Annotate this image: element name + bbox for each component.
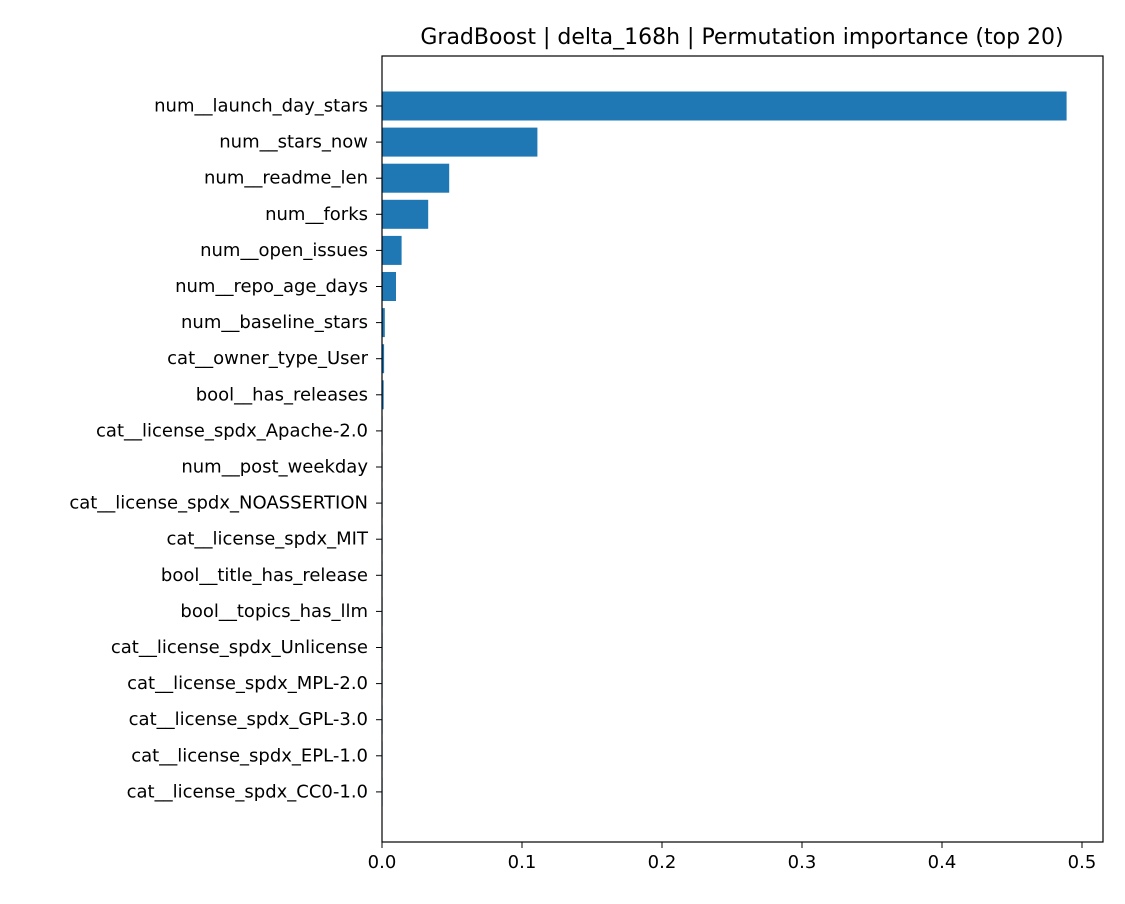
y-tick-label: cat__license_spdx_EPL-1.0 xyxy=(131,745,368,766)
y-tick-label: bool__has_releases xyxy=(196,384,368,405)
bar-bool__has_releases xyxy=(382,380,384,410)
bar-num__readme_len xyxy=(382,163,450,193)
y-tick-label: cat__license_spdx_NOASSERTION xyxy=(69,493,368,514)
y-tick-label: cat__license_spdx_Apache-2.0 xyxy=(96,420,368,441)
y-tick-label: cat__license_spdx_CC0-1.0 xyxy=(127,781,368,802)
chart-title: GradBoost | delta_168h | Permutation imp… xyxy=(420,25,1063,50)
x-tick-label: 0.1 xyxy=(508,852,537,873)
bar-cat__owner_type_User xyxy=(382,344,385,374)
y-tick-label: cat__license_spdx_Unlicense xyxy=(111,637,368,658)
y-tick-label: bool__topics_has_llm xyxy=(180,601,368,622)
x-tick-label: 0.2 xyxy=(648,852,677,873)
y-tick-label: bool__title_has_release xyxy=(161,565,368,586)
x-axis-ticks: 0.0 0.1 0.2 0.3 0.4 0.5 xyxy=(368,842,1097,873)
bar-num__repo_age_days xyxy=(382,272,396,301)
y-tick-label: num__readme_len xyxy=(204,168,368,189)
plot-frame xyxy=(381,55,1104,843)
y-tick-label: cat__license_spdx_MPL-2.0 xyxy=(127,673,368,694)
y-tick-label: cat__license_spdx_GPL-3.0 xyxy=(129,709,368,730)
y-tick-label: num__forks xyxy=(265,204,368,225)
y-tick-label: num__stars_now xyxy=(219,132,368,153)
x-tick-label: 0.3 xyxy=(788,852,817,873)
y-tick-label: num__launch_day_stars xyxy=(154,96,368,117)
bar-num__open_issues xyxy=(382,235,402,265)
bar-num__baseline_stars xyxy=(382,308,385,338)
bar-num__forks xyxy=(382,199,429,229)
x-tick-label: 0.0 xyxy=(368,852,397,873)
y-tick-labels: num__launch_day_stars num__stars_now num__… xyxy=(69,96,382,802)
y-tick-label: cat__license_spdx_MIT xyxy=(166,529,369,550)
y-tick-label: num__repo_age_days xyxy=(175,276,368,297)
bar-num__launch_day_stars xyxy=(382,91,1067,121)
y-tick-label: num__post_weekday xyxy=(181,457,368,478)
x-tick-label: 0.5 xyxy=(1068,852,1097,873)
y-tick-label: num__open_issues xyxy=(200,240,368,261)
y-tick-label: cat__owner_type_User xyxy=(167,348,368,369)
x-tick-label: 0.4 xyxy=(928,852,957,873)
y-tick-label: num__baseline_stars xyxy=(181,312,368,333)
bar-num__stars_now xyxy=(382,127,538,157)
